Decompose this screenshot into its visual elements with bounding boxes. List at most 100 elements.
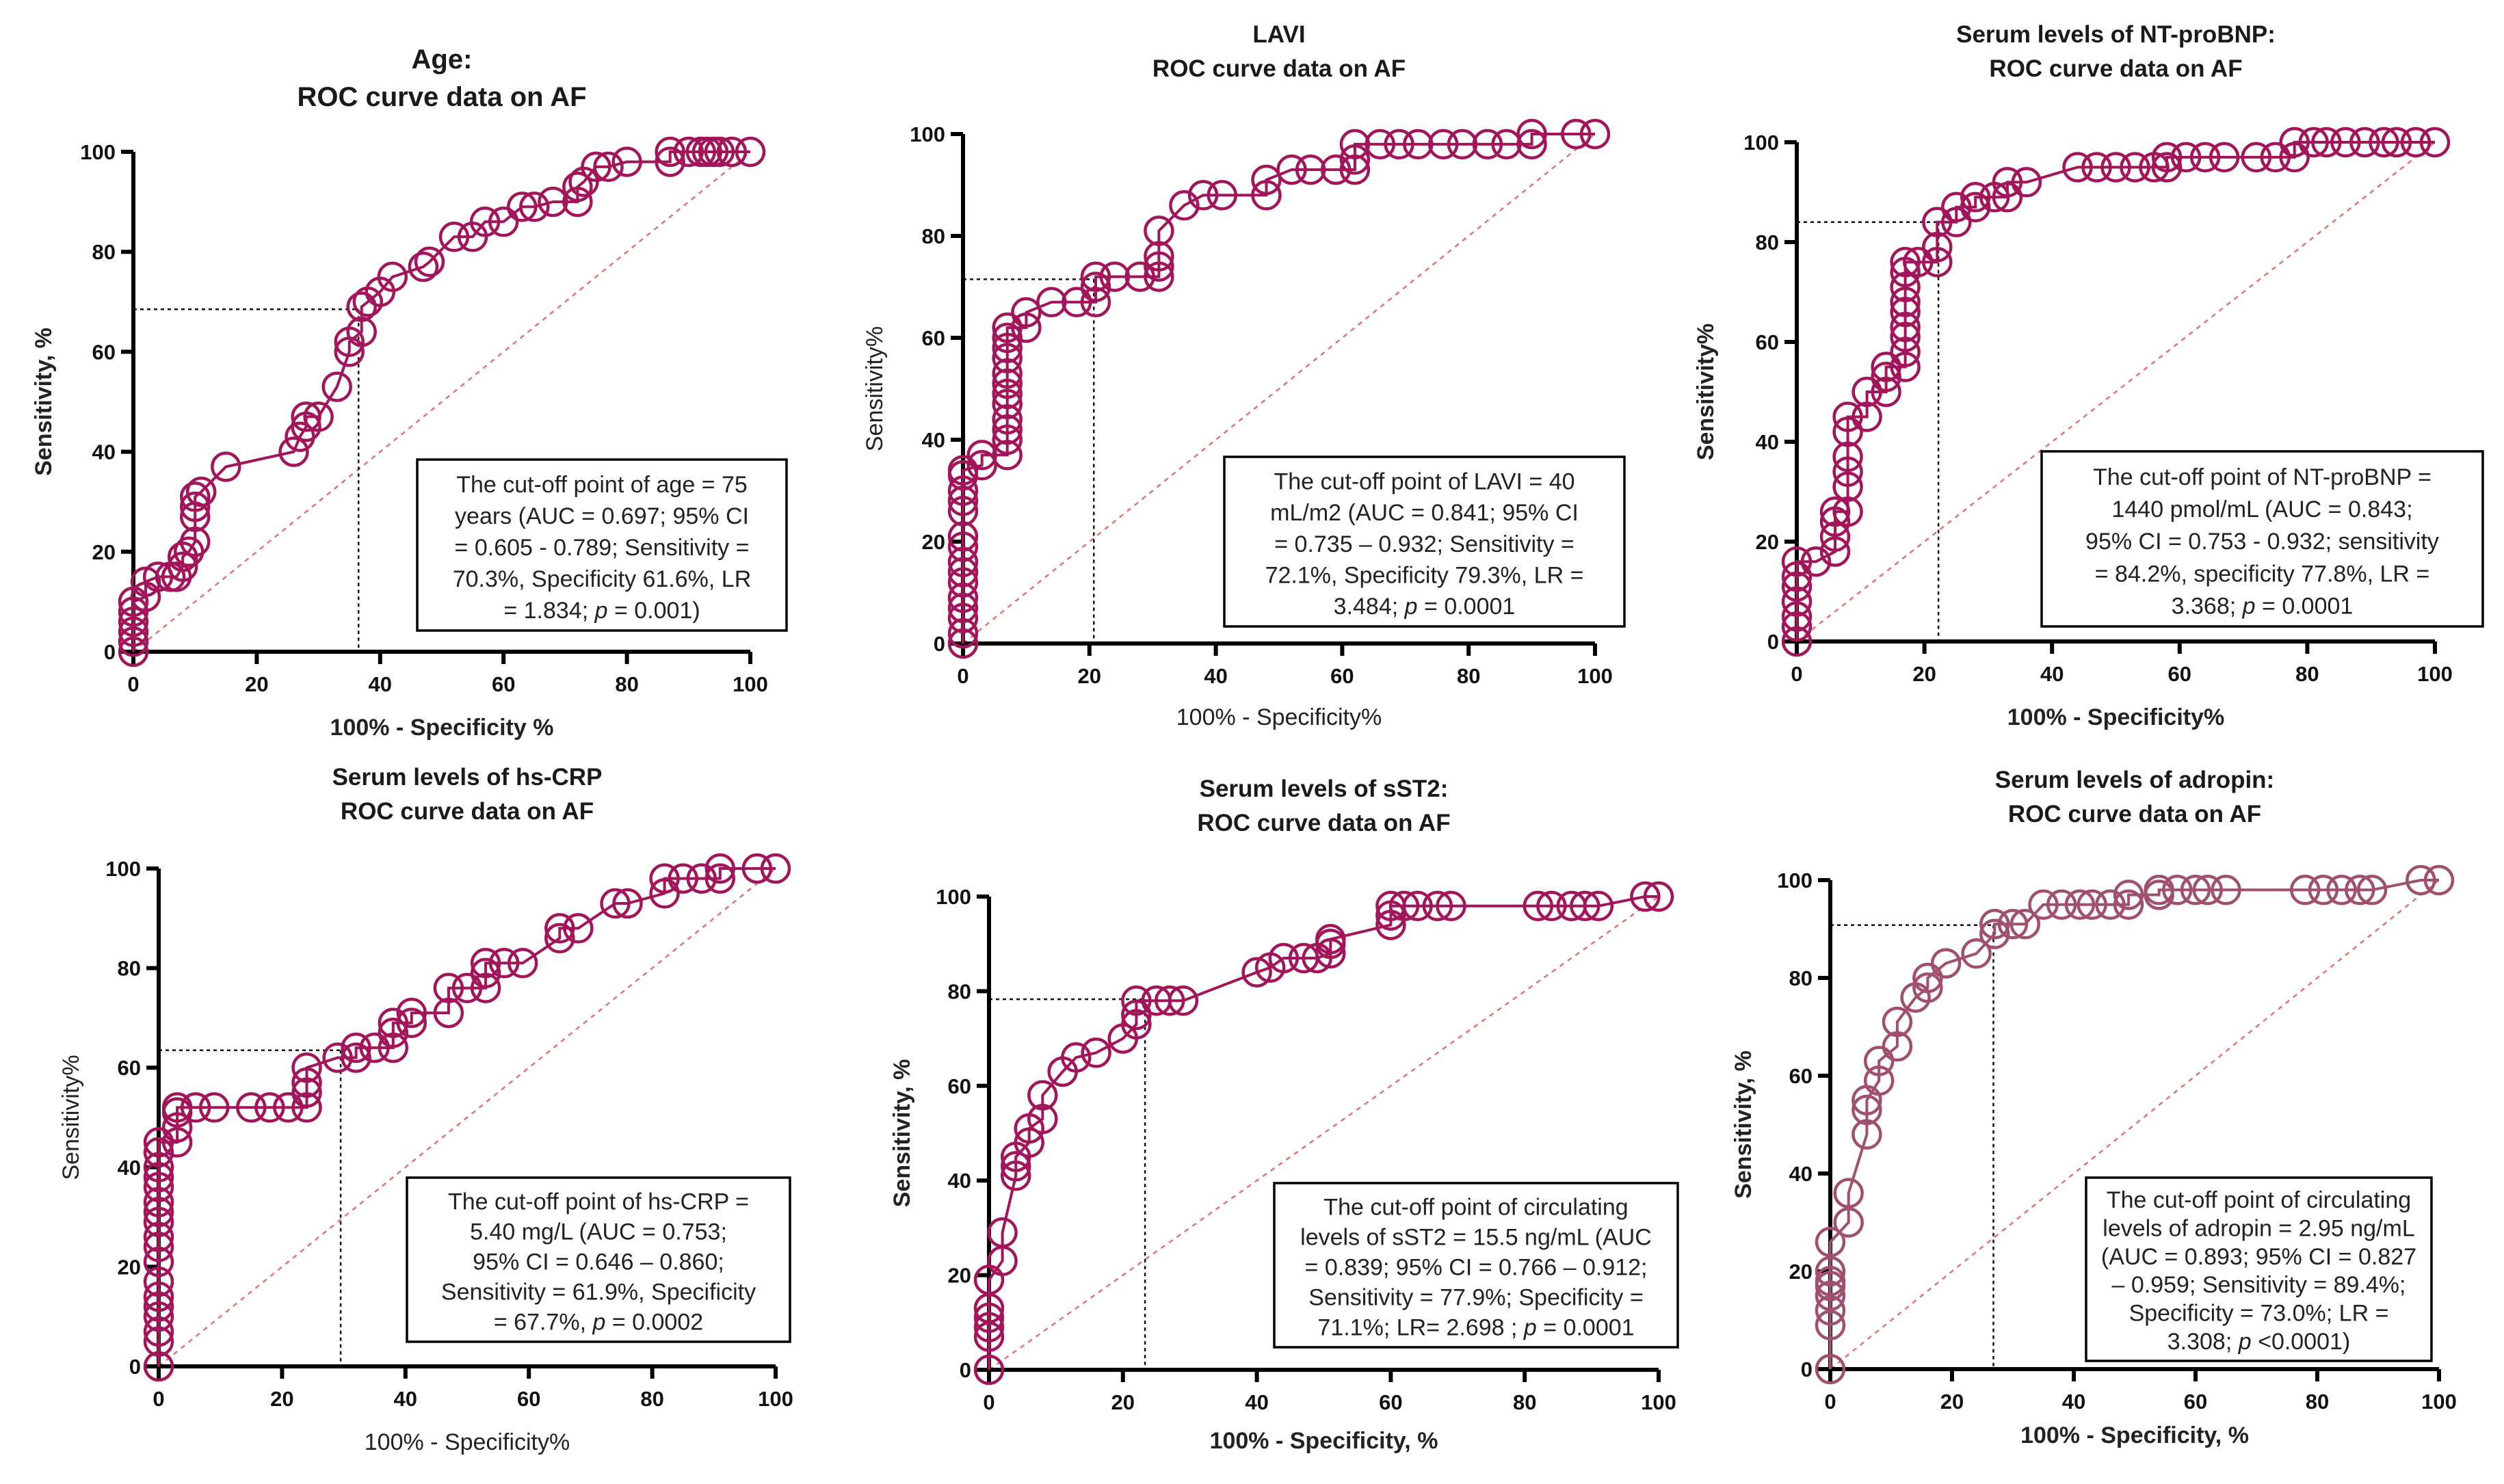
roc-data-point [143,1351,174,1382]
roc-data-point [2062,152,2093,183]
roc-data-point [396,997,427,1029]
roc-data-point [1472,129,1503,160]
annotation-line: 1440 pmol/mL (AUC = 0.843; [2111,496,2412,522]
roc-data-point [1168,985,1199,1016]
roc-data-point [346,316,377,347]
x-tick-label: 60 [2168,662,2191,686]
y-axis-title: Sensitivity% [58,1055,84,1180]
roc-data-point [1979,918,2010,949]
roc-data-point [488,948,520,979]
roc-data-point [254,1092,285,1123]
roc-data-point [1124,261,1155,292]
roc-panel-sst2: Serum levels of sST2: ROC curve data on A… [889,776,1679,1454]
y-tick-label: 60 [1789,1064,1813,1088]
roc-data-point [143,1316,174,1347]
y-tick-label: 0 [960,1358,971,1382]
roc-data-point [1890,271,1921,302]
y-tick-label: 100 [936,885,971,909]
roc-data-point [1384,129,1414,160]
roc-data-point [185,476,217,507]
y-tick-label: 60 [92,340,116,364]
roc-data-point [563,913,594,944]
roc-data-point [2009,909,2041,940]
x-tick-label: 60 [492,672,515,696]
roc-data-point [1781,601,1813,632]
roc-data-point [544,913,575,944]
roc-data-point [1155,985,1185,1016]
roc-data-point [1781,561,1813,592]
roc-data-point [2330,127,2361,158]
roc-data-point [947,557,979,587]
roc-data-point [1832,456,1863,488]
roc-data-point [1516,118,1547,150]
roc-data-point [1436,890,1466,922]
chart-title-line: ROC curve data on AF [1197,810,1450,836]
roc-data-point [947,531,979,562]
roc-data-point [1144,215,1174,246]
roc-data-point [1062,287,1092,318]
annotation-line: 70.3%, Specificity 61.6%, LR [453,566,752,592]
x-tick-label: 100 [2421,1390,2457,1414]
roc-data-point [1930,948,1962,979]
x-axis-title: 100% - Specificity % [330,715,554,741]
roc-data-point [1014,1127,1044,1158]
roc-data-point [2100,152,2131,183]
y-axis-title: Sensitivity, % [31,328,57,476]
roc-data-point [973,1354,1005,1386]
x-tick-label: 20 [245,672,268,696]
roc-data-point [992,403,1023,435]
roc-data-point [161,1127,193,1158]
annotation-line: The cut-off point of hs-CRP = [448,1189,749,1215]
roc-data-point [143,1281,174,1312]
roc-data-point [1427,129,1459,160]
roc-data-point [1815,1295,1846,1326]
roc-data-point [2241,142,2272,173]
roc-data-point [433,997,464,1029]
y-tick-label: 0 [104,640,116,664]
roc-data-point [1011,312,1042,343]
roc-data-point [519,191,550,222]
roc-data-point [2298,127,2329,158]
roc-data-point [1922,246,1953,278]
roc-data-point [2369,127,2399,158]
roc-data-point [143,1246,174,1277]
roc-data-point [1912,962,1943,994]
roc-data-point [322,1042,353,1073]
roc-data-point [143,1152,174,1183]
roc-data-point [992,414,1023,445]
roc-data-point [211,451,241,482]
cutoff-annotation-box [1273,1182,1679,1349]
roc-data-point [143,1162,174,1193]
roc-data-point [673,136,704,168]
roc-data-point [1871,376,1901,408]
x-tick-label: 80 [1513,1390,1536,1414]
roc-data-point [1815,1256,1846,1287]
roc-data-point [987,1217,1018,1248]
roc-data-point [1388,890,1420,922]
roc-data-point [291,401,321,432]
roc-data-point [1863,1065,1895,1096]
chart-title-line: Serum levels of NT-proBNP: [1956,21,2276,48]
roc-data-point [2381,127,2412,158]
roc-data-point [966,440,997,471]
y-tick-label: 20 [118,1255,141,1279]
roc-data-point [611,146,642,177]
roc-data-point [2211,875,2241,905]
annotation-line: = 84.2%, specificity 77.8%, LR = [2095,561,2429,587]
y-tick-label: 20 [948,1264,971,1288]
roc-data-point [649,878,680,909]
roc-data-point [2419,127,2451,158]
roc-data-point [992,332,1023,364]
annotation-line: levels of sST2 = 15.5 ng/mL (AUC [1300,1224,1652,1250]
roc-data-point [947,475,979,506]
roc-data-point [562,186,593,217]
y-tick-label: 0 [129,1355,141,1379]
roc-data-point [1536,890,1567,922]
annotation-line: 72.1%, Specificity 79.3%, LR = [1265,562,1584,588]
roc-data-point [2345,875,2375,905]
roc-data-point [433,972,464,1003]
roc-data-point [947,618,979,649]
roc-data-point [538,186,568,217]
roc-data-point [1851,401,1882,432]
roc-data-point [2189,142,2221,173]
